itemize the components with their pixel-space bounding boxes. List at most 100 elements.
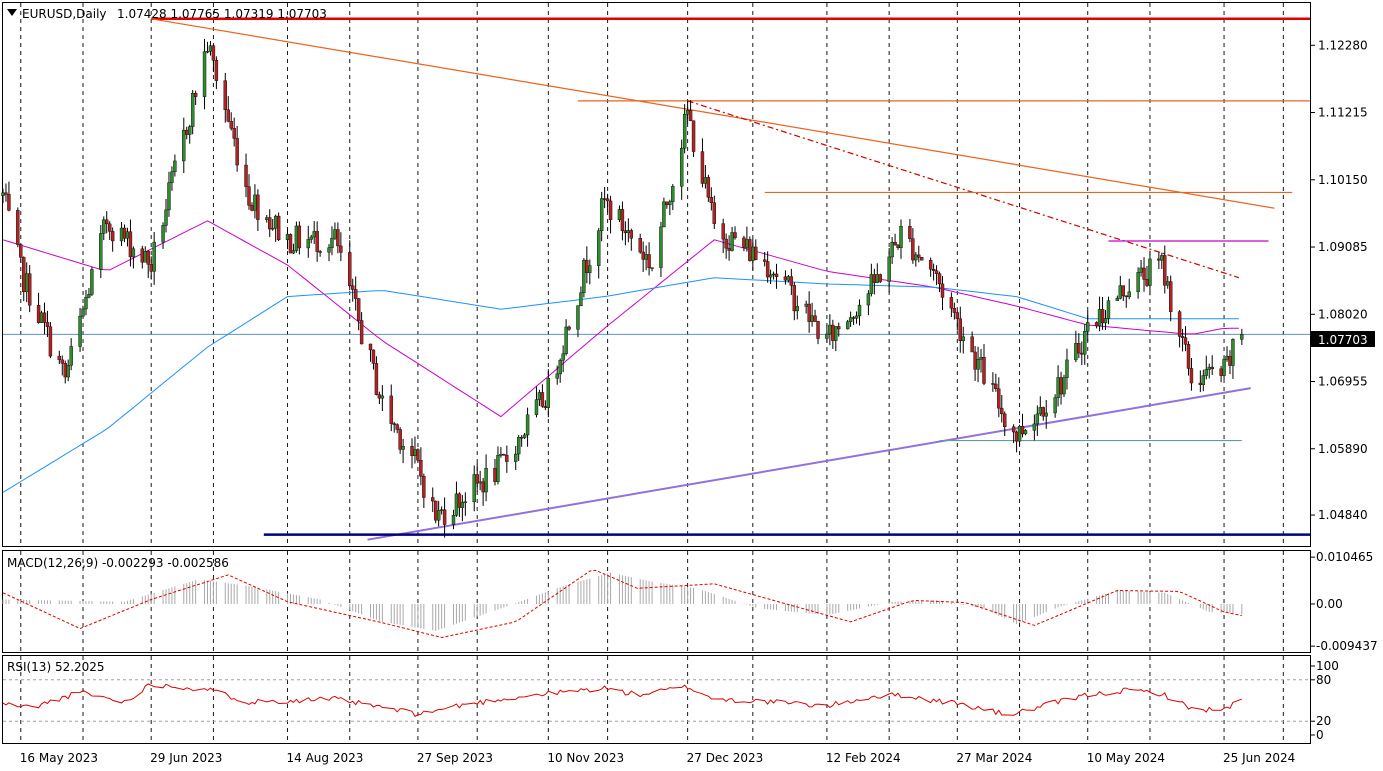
bear-candle (1000, 407, 1004, 415)
bear-candle (920, 257, 924, 261)
bull-candle (1115, 298, 1120, 301)
bull-candle (102, 219, 106, 234)
bull-candle (451, 515, 456, 525)
bull-candle (845, 321, 850, 330)
macd-indicator (2, 569, 1243, 639)
bull-candle (401, 446, 405, 450)
bull-candle (546, 378, 551, 408)
bull-candle (294, 225, 299, 251)
bull-candle (534, 399, 539, 415)
ohlc-readout: 1.07428 1.07765 1.07319 1.07703 (117, 7, 327, 21)
bear-candle (585, 259, 589, 273)
x-tick-label: 27 Mar 2024 (956, 751, 1032, 765)
bear-candle (878, 274, 882, 282)
bull-candle (202, 51, 207, 97)
bull-candle (650, 267, 654, 269)
bear-candle (952, 308, 957, 313)
bull-candle (190, 93, 195, 127)
bull-candle (564, 326, 568, 355)
bull-candle (834, 326, 838, 341)
bull-candle (703, 177, 708, 184)
bear-candle (398, 429, 402, 450)
bear-candle (1186, 344, 1191, 369)
main-panel-frame (2, 2, 1311, 547)
price-tick-label: 1.09085 (1318, 240, 1368, 254)
bear-candle (250, 205, 254, 211)
bull-candle (1083, 331, 1087, 355)
rsi-tick-label: 20 (1316, 714, 1331, 728)
bull-candle (668, 201, 672, 206)
bear-candle (353, 289, 358, 299)
bear-candle (567, 326, 571, 330)
bull-candle (558, 360, 562, 375)
bear-candle (128, 231, 133, 258)
bull-candle (771, 273, 776, 276)
bear-candle (1094, 322, 1099, 327)
bull-candle (1038, 407, 1043, 415)
bull-candle (1207, 366, 1211, 370)
bull-candle (84, 296, 88, 310)
price-tick-label: 1.05890 (1318, 442, 1368, 456)
bear-candle (831, 324, 835, 341)
bear-candle (235, 138, 239, 166)
moving-average-200 (2, 277, 1239, 493)
macd-tick-label: 0.00 (1316, 597, 1343, 611)
bear-candle (629, 230, 634, 239)
macd-title: MACD(12,26,9) -0.002293 -0.002586 (7, 556, 229, 570)
bull-candle (1201, 375, 1206, 385)
bear-candle (16, 210, 20, 245)
bull-candle (1166, 281, 1170, 286)
rsi-tick-label: 80 (1316, 673, 1331, 687)
bull-candle (1097, 309, 1102, 327)
bear-candle (896, 244, 900, 248)
bear-candle (122, 227, 127, 239)
bull-candle (152, 241, 156, 272)
bull-candle (253, 194, 257, 211)
bear-candle (247, 186, 251, 206)
collapse-triangle-icon[interactable] (7, 9, 17, 16)
bull-candle (167, 182, 171, 211)
bear-candle (1080, 352, 1084, 355)
bull-candle (525, 414, 530, 436)
bear-candle (392, 423, 396, 425)
bull-candle (1023, 430, 1028, 435)
bear-candle (774, 273, 779, 277)
bear-candle (1183, 337, 1188, 345)
bear-candle (928, 259, 933, 270)
bear-candle (754, 246, 758, 260)
bear-candle (997, 388, 1001, 409)
bear-candle (371, 349, 376, 364)
bull-candle (380, 395, 385, 399)
bear-candle (232, 128, 236, 139)
bull-candle (597, 230, 601, 266)
bull-candle (484, 468, 488, 493)
bear-candle (620, 209, 625, 231)
bear-candle (721, 223, 725, 240)
bear-candle (638, 238, 642, 253)
bear-candle (665, 201, 669, 206)
bull-candle (78, 315, 82, 347)
bull-candle (125, 231, 130, 239)
bear-candle (519, 437, 524, 439)
bear-candle (982, 357, 986, 384)
bull-candle (875, 274, 879, 283)
bull-candle (1139, 267, 1143, 273)
bear-candle (318, 251, 322, 253)
bear-candle (288, 234, 293, 254)
bull-candle (1240, 334, 1244, 340)
bull-candle (25, 273, 29, 293)
x-tick-label: 27 Dec 2023 (687, 751, 764, 765)
rsi-title: RSI(13) 52.2025 (7, 660, 105, 674)
bear-candle (505, 454, 509, 462)
bear-candle (297, 225, 302, 249)
bear-candle (602, 198, 607, 200)
bull-candle (979, 357, 983, 360)
bull-candle (579, 292, 583, 306)
bear-candle (107, 223, 112, 232)
bull-candle (119, 227, 124, 242)
bull-candle (131, 248, 136, 258)
bear-candle (623, 230, 628, 234)
bull-candle (768, 274, 773, 278)
